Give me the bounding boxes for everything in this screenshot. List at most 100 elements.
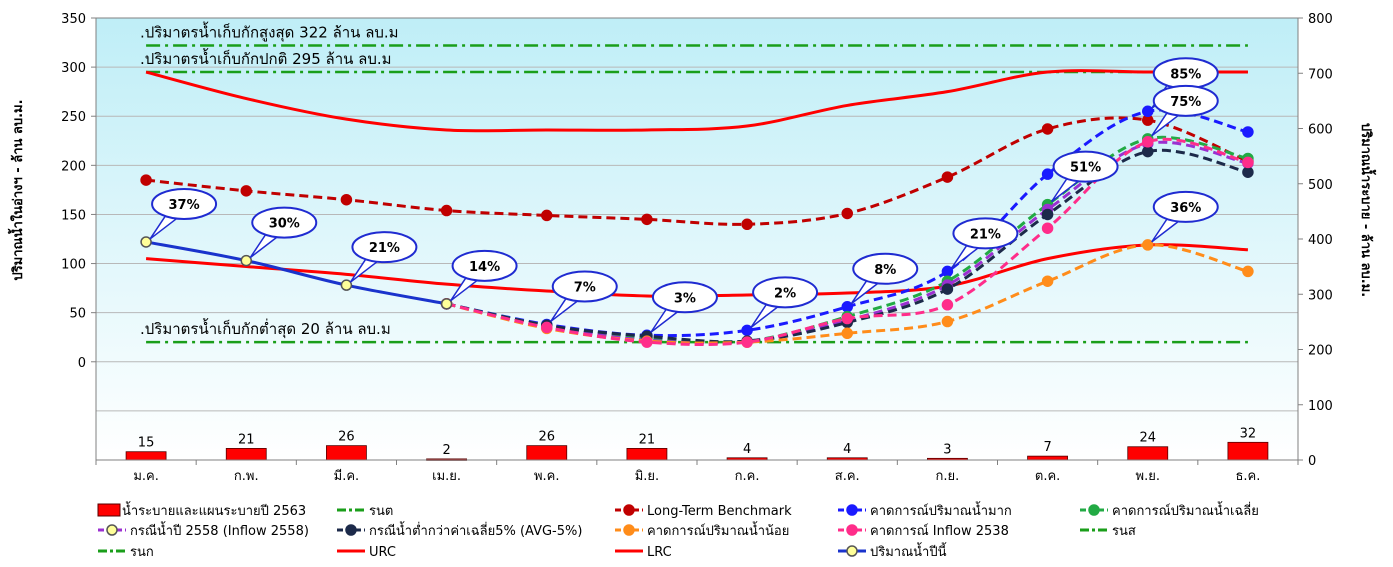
series-point	[1242, 156, 1254, 169]
callout-bubble	[251, 206, 318, 239]
legend-label: รนต	[369, 504, 393, 519]
callout-label: 75%	[1170, 95, 1201, 110]
legend-label: กรณีน้ำปี 2558 (Inflow 2558)	[130, 521, 309, 539]
bar	[225, 447, 267, 461]
legend-item: คาดการณ์ปริมาณน้ำน้อย	[615, 521, 789, 539]
legend-item: URC	[337, 545, 396, 560]
series-point	[941, 283, 954, 295]
bar-value-label: 3	[943, 442, 951, 457]
reference-line-label: .ปริมาตรน้ำเก็บกักสูงสุด 322 ล้าน ลบ.ม	[140, 22, 399, 43]
legend-marker	[846, 524, 858, 536]
bar-value-label: 15	[138, 436, 155, 451]
series-point	[841, 312, 853, 325]
legend-item: กรณีน้ำต่ำกว่าค่าเฉลี่ย5% (AVG-5%)	[337, 521, 582, 539]
series-point	[641, 213, 653, 226]
y-left-tick-label: 50	[69, 307, 86, 322]
y-left-tick-label: 150	[61, 208, 86, 223]
legend-swatch	[97, 503, 121, 517]
callout: 3%	[650, 281, 718, 333]
series-point	[841, 327, 853, 340]
reference-line-label: .ปริมาตรน้ำเก็บกักต่ำสุด 20 ล้าน ลบ.ม	[140, 318, 391, 339]
bar-series: 15 21 26 2 26 21 4 4 3 7 24 32	[125, 426, 1269, 461]
y-right-tick-label: 500	[1308, 178, 1333, 193]
x-category-label: พ.ย.	[1136, 469, 1160, 484]
reference-line-label: .ปริมาตรน้ำเก็บกักปกติ 295 ล้าน ลบ.ม	[140, 48, 392, 68]
callout-bubble	[1152, 190, 1219, 223]
series-line	[145, 240, 447, 306]
series-point	[941, 299, 954, 311]
series-point	[240, 185, 252, 197]
x-category-label: ธ.ค.	[1235, 469, 1260, 484]
series-point	[541, 209, 553, 222]
legend-item: Long-Term Benchmark	[615, 504, 792, 519]
x-category-label: ก.ค.	[735, 469, 760, 484]
callout-bubble	[651, 281, 718, 314]
callout-bubble	[952, 217, 1019, 250]
legend-marker	[623, 524, 635, 536]
callout: 21%	[349, 231, 418, 283]
legend-item: LRC	[615, 545, 672, 560]
legend-item: ปริมาณน้ำปีนี้	[838, 542, 947, 560]
legend-marker	[345, 524, 357, 536]
bar	[1027, 455, 1068, 461]
y-left-tick-label: 250	[61, 110, 86, 125]
y-right-tick-label: 400	[1308, 233, 1333, 248]
y-right-axis-title: ปริมาณน้ำระบาย - ล้าน ลบ.ม.	[1358, 123, 1377, 297]
series-point	[240, 254, 252, 267]
legend-label: Long-Term Benchmark	[647, 504, 792, 519]
legend-label: น้ำระบายและแผนระบายปี 2563	[122, 501, 306, 519]
y-left-tick-label: 200	[61, 159, 86, 174]
legend-marker	[106, 524, 118, 536]
series-point	[140, 236, 152, 248]
series-point	[1041, 275, 1054, 287]
legend-item: รนก	[98, 545, 154, 560]
callout-bubble	[1152, 84, 1219, 117]
series-point	[1041, 222, 1054, 234]
bar-value-label: 32	[1240, 426, 1257, 441]
callout: 37%	[149, 187, 218, 240]
bar	[1127, 446, 1169, 461]
series-point	[741, 218, 753, 231]
bar	[526, 445, 568, 461]
legend-label: คาดการณ์ปริมาณน้ำน้อย	[647, 521, 789, 539]
legend-label: คาดการณ์ Inflow 2538	[870, 523, 1009, 539]
legend-label: คาดการณ์ปริมาณน้ำมาก	[870, 501, 1012, 519]
legend-item: รนต	[337, 504, 393, 519]
callout: 30%	[249, 206, 318, 259]
callout-label: 8%	[874, 263, 896, 278]
series-point	[1041, 123, 1054, 135]
bar-value-label: 26	[338, 430, 355, 445]
callout: 8%	[850, 252, 919, 305]
series-point	[340, 193, 353, 206]
series-point	[741, 336, 753, 348]
callout-label: 7%	[574, 280, 596, 295]
line-series	[140, 69, 1254, 348]
callout-label: 2%	[774, 286, 796, 301]
legend-item: กรณีน้ำปี 2558 (Inflow 2558)	[98, 521, 309, 539]
callout-label: 85%	[1170, 67, 1201, 82]
series-point	[440, 204, 453, 217]
bar-value-label: 2	[442, 443, 450, 458]
series-point	[140, 174, 152, 186]
callout-bubble	[451, 249, 518, 282]
callout-label: 36%	[1170, 201, 1201, 216]
callout: 7%	[550, 270, 618, 323]
x-category-label: ส.ค.	[835, 469, 860, 484]
series-point	[641, 336, 653, 348]
callout-label: 21%	[369, 241, 400, 256]
bar-value-label: 4	[743, 442, 751, 457]
percent-callouts: 37% 30% 21% 14% 7% 3% 2% 8% 21% 51% 85% 75% 36%	[149, 57, 1219, 333]
y-left-tick-label: 100	[61, 258, 86, 273]
bar	[1227, 441, 1269, 461]
legend-marker	[846, 504, 858, 516]
legend-marker	[846, 545, 858, 557]
legend-marker	[623, 504, 635, 516]
bar-value-label: 4	[843, 442, 851, 457]
bar	[626, 447, 668, 461]
callout-label: 14%	[469, 260, 500, 275]
y-right-tick-label: 300	[1308, 288, 1333, 303]
legend: น้ำระบายและแผนระบายปี 2563 รนต Long-Term B…	[97, 501, 1259, 560]
legend-label: URC	[369, 545, 396, 560]
y-left-tick-label: 0	[78, 356, 86, 371]
